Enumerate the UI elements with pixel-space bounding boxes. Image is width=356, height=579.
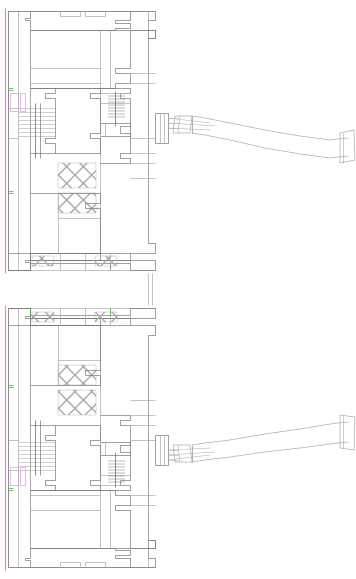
Bar (20, 467, 25, 485)
Bar (32, 312, 54, 322)
Bar (95, 256, 117, 266)
Bar (10, 93, 18, 111)
Bar (58, 365, 96, 385)
Bar (58, 193, 96, 213)
Bar (58, 390, 96, 415)
Bar (95, 312, 117, 322)
Bar (20, 93, 25, 111)
Bar (10, 467, 18, 485)
Bar (58, 163, 96, 188)
Bar (32, 256, 54, 266)
